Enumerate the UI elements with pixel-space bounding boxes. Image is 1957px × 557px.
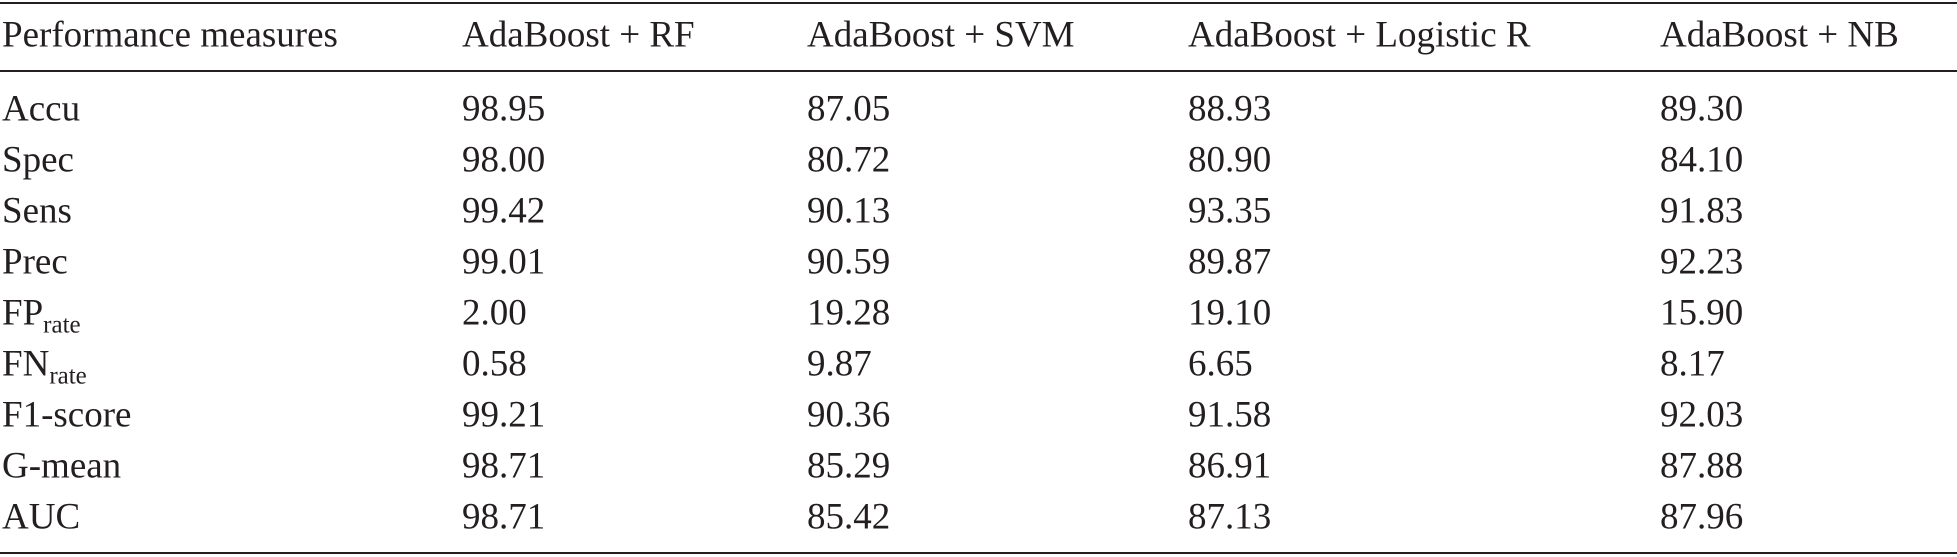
- value-cell: 99.01: [462, 241, 546, 283]
- row-label: F1-score: [2, 394, 132, 436]
- value-cell: 80.90: [1188, 139, 1272, 181]
- row-label: Prec: [2, 241, 68, 283]
- value-cell: 87.88: [1660, 445, 1744, 487]
- value-cell: 88.93: [1188, 88, 1272, 130]
- value-cell: 93.35: [1188, 190, 1272, 232]
- header-cell: AdaBoost + NB: [1660, 14, 1899, 56]
- row-label: Accu: [2, 88, 81, 130]
- header-cell: Performance measures: [2, 14, 338, 56]
- value-cell: 91.58: [1188, 394, 1272, 436]
- row-label: FPrate: [2, 292, 81, 338]
- value-cell: 98.71: [462, 496, 546, 538]
- value-cell: 90.13: [807, 190, 891, 232]
- value-cell: 90.59: [807, 241, 891, 283]
- value-cell: 15.90: [1660, 292, 1744, 334]
- value-cell: 87.13: [1188, 496, 1272, 538]
- value-cell: 87.05: [807, 88, 891, 130]
- value-cell: 90.36: [807, 394, 891, 436]
- row-label: G-mean: [2, 445, 122, 487]
- value-cell: 99.21: [462, 394, 546, 436]
- value-cell: 89.30: [1660, 88, 1744, 130]
- header-cell: AdaBoost + Logistic R: [1188, 14, 1531, 56]
- value-cell: 2.00: [462, 292, 527, 334]
- value-cell: 85.42: [807, 496, 891, 538]
- row-label: FNrate: [2, 343, 87, 389]
- value-cell: 98.95: [462, 88, 546, 130]
- value-cell: 8.17: [1660, 343, 1725, 385]
- header-cell: AdaBoost + RF: [462, 14, 695, 56]
- header-rule: [0, 70, 1957, 72]
- value-cell: 92.23: [1660, 241, 1744, 283]
- value-cell: 91.83: [1660, 190, 1744, 232]
- value-cell: 0.58: [462, 343, 527, 385]
- row-label: AUC: [2, 496, 81, 538]
- value-cell: 9.87: [807, 343, 872, 385]
- value-cell: 19.10: [1188, 292, 1272, 334]
- value-cell: 87.96: [1660, 496, 1744, 538]
- bottom-rule: [0, 552, 1957, 554]
- row-label: Spec: [2, 139, 74, 181]
- value-cell: 99.42: [462, 190, 546, 232]
- value-cell: 85.29: [807, 445, 891, 487]
- label-main: FP: [2, 292, 44, 334]
- value-cell: 80.72: [807, 139, 891, 181]
- value-cell: 86.91: [1188, 445, 1272, 487]
- row-label: Sens: [2, 190, 72, 232]
- value-cell: 92.03: [1660, 394, 1744, 436]
- label-subscript: rate: [43, 311, 81, 339]
- value-cell: 19.28: [807, 292, 891, 334]
- value-cell: 98.00: [462, 139, 546, 181]
- value-cell: 89.87: [1188, 241, 1272, 283]
- header-cell: AdaBoost + SVM: [807, 14, 1075, 56]
- value-cell: 98.71: [462, 445, 546, 487]
- label-subscript: rate: [49, 362, 87, 390]
- value-cell: 6.65: [1188, 343, 1253, 385]
- top-rule: [0, 2, 1957, 4]
- label-main: FN: [2, 343, 50, 385]
- value-cell: 84.10: [1660, 139, 1744, 181]
